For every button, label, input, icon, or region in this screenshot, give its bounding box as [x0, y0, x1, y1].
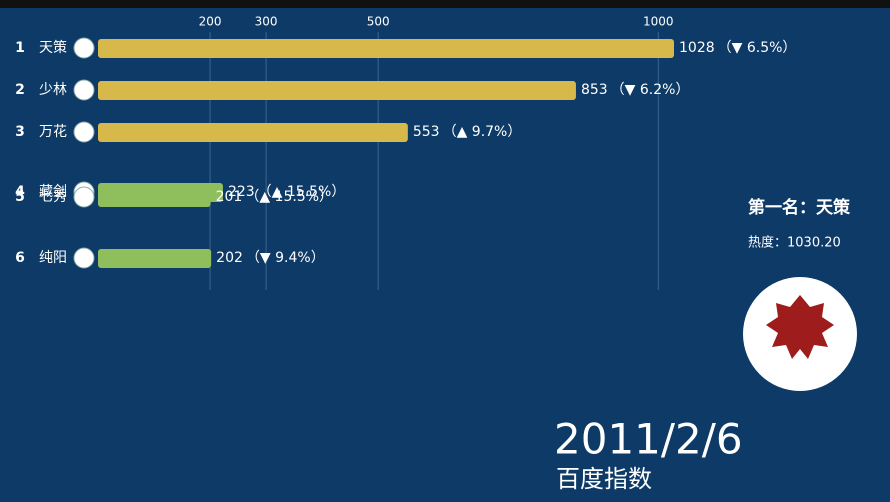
- category-label: 纯阳: [39, 250, 67, 266]
- value-label: 1028: [679, 40, 715, 56]
- rank-label: 5: [15, 189, 25, 205]
- category-icon: [73, 121, 95, 143]
- x-tick-label: 1000: [643, 15, 674, 29]
- rank-label: 4: [15, 184, 25, 200]
- leader-heat: 热度：1030.20: [748, 235, 841, 251]
- category-icon: [73, 79, 95, 101]
- change-label: （▼ 9.4%）: [246, 250, 325, 266]
- bar: [98, 249, 212, 268]
- category-label: 万花: [39, 124, 67, 140]
- change-label: （▲ 15.5%）: [245, 189, 333, 205]
- bar: [98, 123, 408, 142]
- logo-emblem: [766, 295, 834, 359]
- bar: [98, 188, 211, 207]
- value-label: 202: [216, 250, 243, 266]
- category-label: 藏剑: [39, 184, 67, 200]
- category-label: 七秀: [39, 189, 67, 205]
- x-tick-label: 300: [255, 15, 278, 29]
- rank-label: 1: [15, 40, 25, 56]
- category-icon: [73, 186, 95, 208]
- change-label: （▼ 6.2%）: [611, 82, 690, 98]
- date: 2011/2/6: [554, 415, 743, 464]
- value-label: 223: [228, 184, 255, 200]
- leader-title: 第一名：天策: [748, 197, 851, 218]
- category-label: 天策: [39, 39, 67, 56]
- caption: 百度指数: [556, 465, 652, 493]
- change-label: （▲ 15.5%）: [258, 184, 346, 200]
- leader-logo: [743, 277, 857, 391]
- top-strip: [0, 0, 890, 8]
- value-label: 201: [216, 189, 243, 205]
- category-icon: [73, 37, 95, 59]
- rank-label: 6: [15, 250, 25, 266]
- x-tick-label: 500: [367, 15, 390, 29]
- category-label: 少林: [39, 82, 67, 98]
- change-label: （▼ 6.5%）: [718, 40, 797, 56]
- rank-label: 3: [15, 124, 25, 140]
- bar: [98, 39, 674, 58]
- value-label: 553: [413, 124, 440, 140]
- category-icon: [73, 247, 95, 269]
- change-label: （▲ 9.7%）: [443, 124, 522, 140]
- x-tick-label: 200: [199, 15, 222, 29]
- value-label: 853: [581, 82, 608, 98]
- rank-label: 2: [15, 82, 25, 98]
- bar: [98, 81, 576, 100]
